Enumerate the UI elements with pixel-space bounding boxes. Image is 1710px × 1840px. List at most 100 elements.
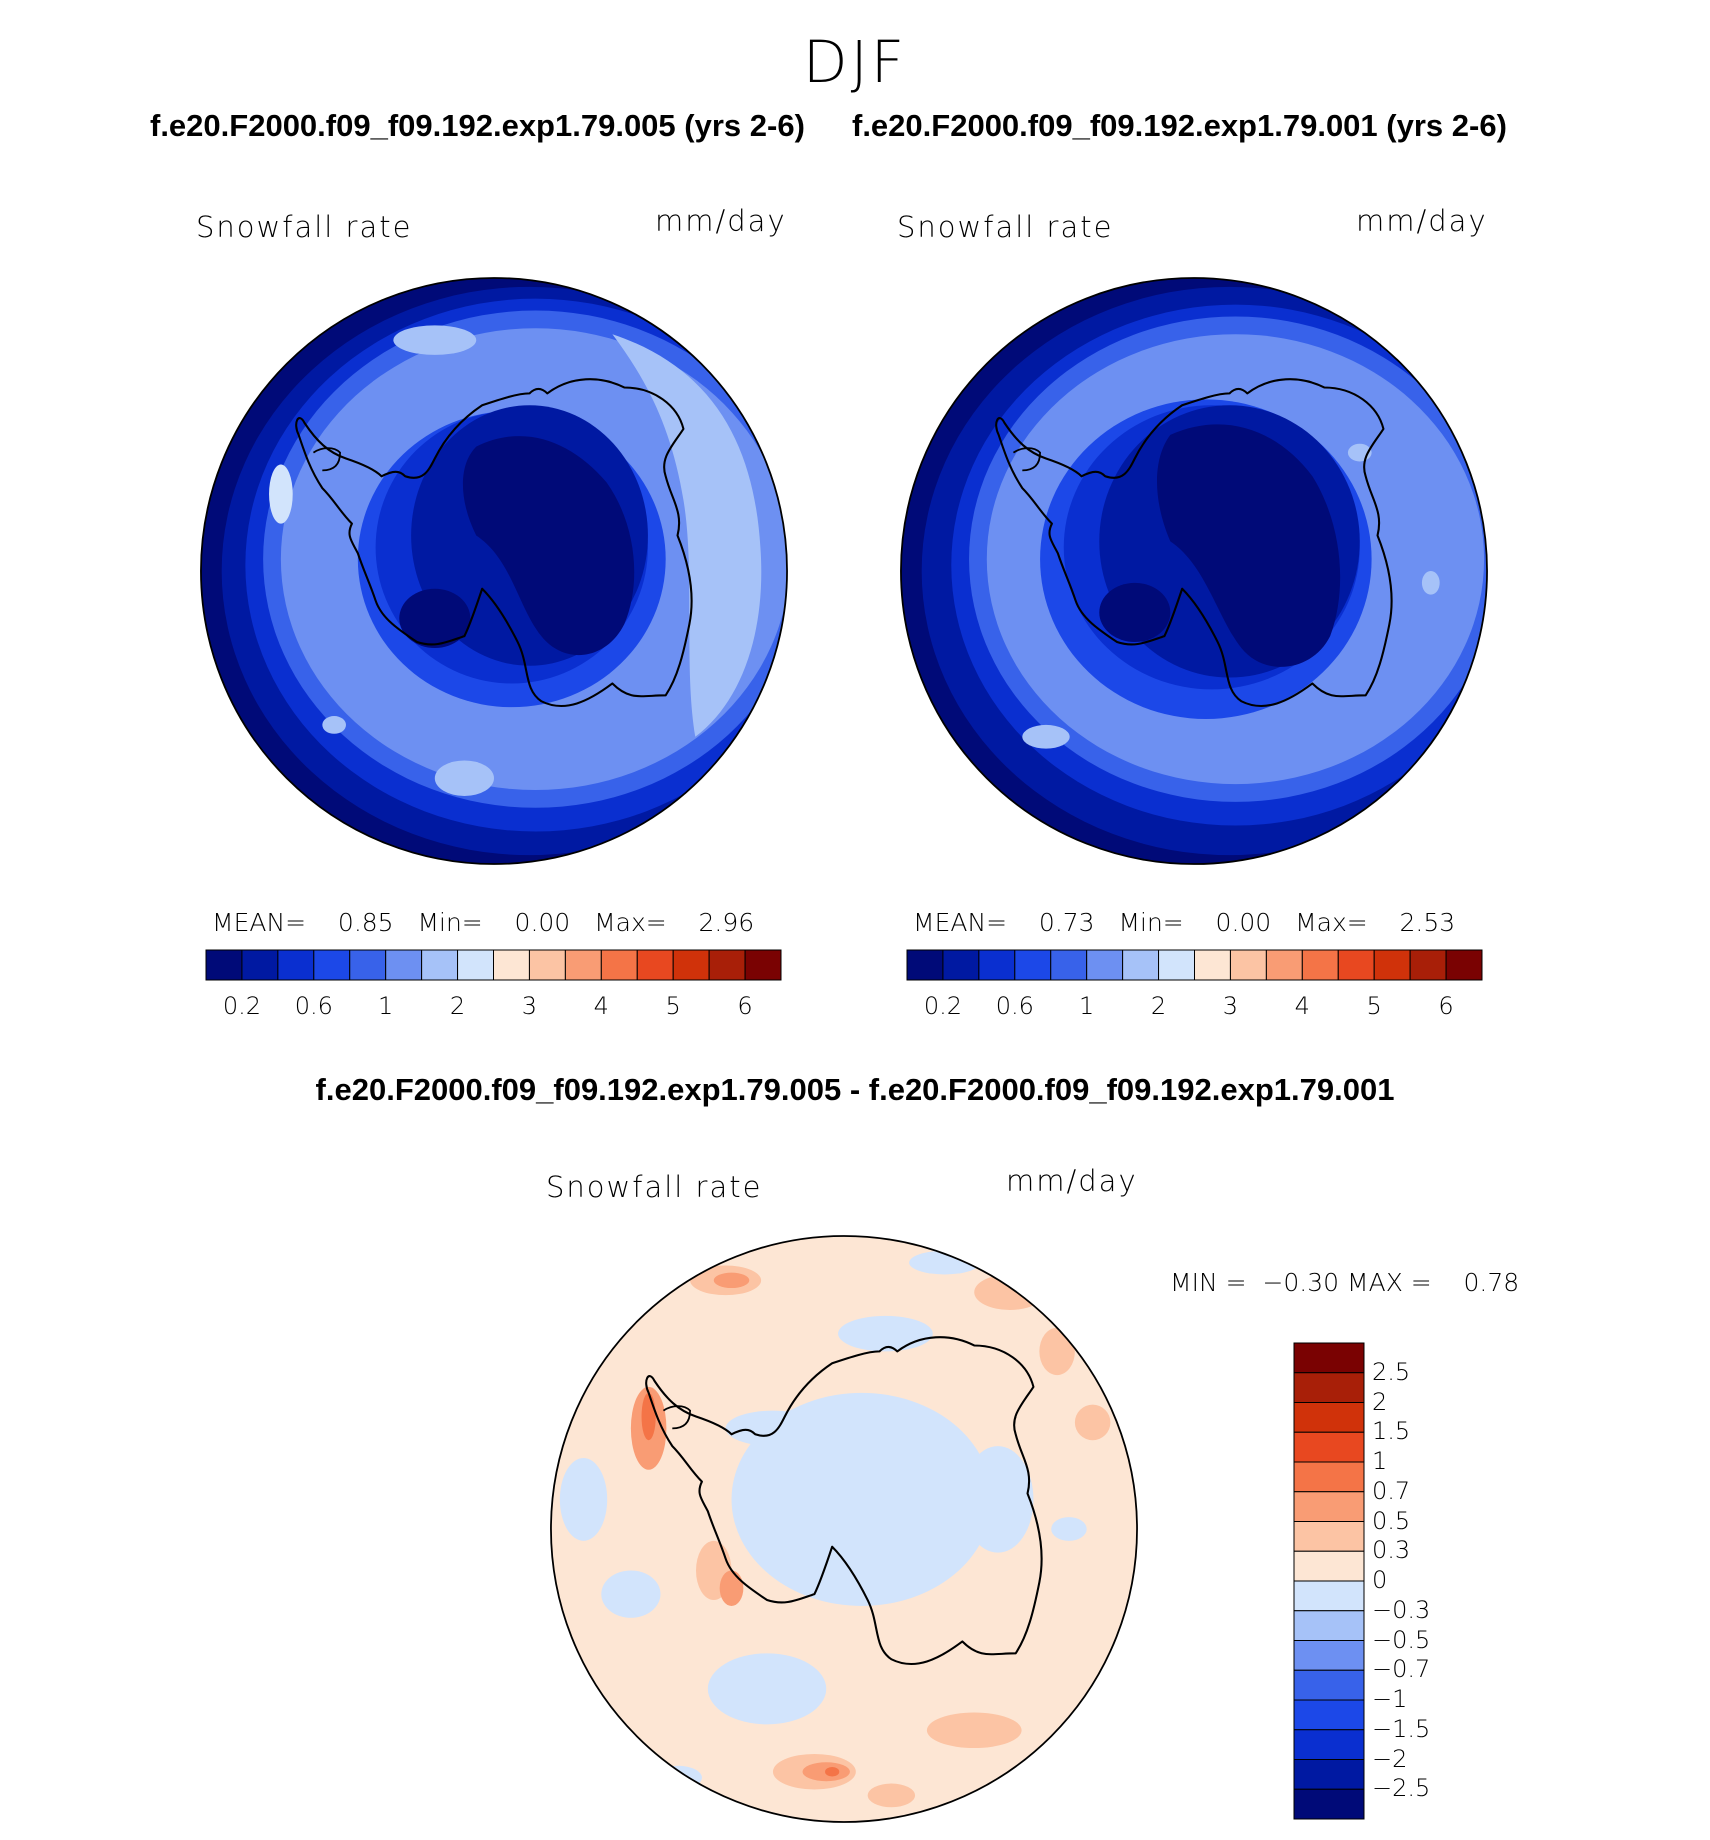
colorbar-swatch xyxy=(349,949,387,981)
colorbar-swatch xyxy=(1265,949,1303,981)
colorbar-swatch xyxy=(1293,1640,1365,1671)
panel1-max-value: 2.96 xyxy=(698,908,755,937)
panel1-min-label: Min= xyxy=(417,908,483,937)
colorbar-tick-label: −1.5 xyxy=(1372,1714,1431,1743)
colorbar-tick-label: 5 xyxy=(665,992,681,1020)
colorbar-tick-label: 0.7 xyxy=(1372,1476,1411,1505)
diff-title: f.e20.F2000.f09_f09.192.exp1.79.005 - f.… xyxy=(315,1072,1395,1107)
colorbar-tick-label: −1 xyxy=(1372,1685,1408,1713)
colorbar-tick-label: 3 xyxy=(1222,992,1239,1020)
colorbar-swatch xyxy=(1293,1521,1365,1552)
colorbar-tick-label: 2 xyxy=(1372,1387,1388,1416)
colorbar-swatch xyxy=(1050,949,1088,981)
colorbar-tick-label: 2 xyxy=(1150,992,1167,1020)
panel3-colorbar xyxy=(1293,1342,1365,1820)
colorbar-swatch xyxy=(1293,1729,1365,1760)
colorbar-swatch xyxy=(1293,1669,1365,1701)
colorbar-swatch xyxy=(205,949,243,981)
panel2-min-label: Min= xyxy=(1118,908,1184,937)
colorbar-swatch xyxy=(1373,949,1411,981)
colorbar-swatch xyxy=(1122,949,1160,981)
colorbar-swatch xyxy=(564,949,602,981)
panel2-max-label: Max= xyxy=(1295,908,1368,937)
colorbar-swatch xyxy=(636,949,674,981)
colorbar-swatch xyxy=(421,949,459,981)
colorbar-swatch xyxy=(1293,1342,1365,1374)
colorbar-tick-label: 4 xyxy=(593,992,609,1020)
colorbar-tick-label: 5 xyxy=(1366,992,1382,1020)
panel3-map xyxy=(550,1235,1138,1823)
panel1-colorbar xyxy=(205,949,782,981)
colorbar-swatch xyxy=(1409,949,1447,981)
colorbar-tick-label: 2 xyxy=(449,992,466,1020)
colorbar-tick-label: 1 xyxy=(1079,992,1095,1020)
season-title: DJF xyxy=(802,28,908,96)
panel2-variable-label: Snowfall rate xyxy=(897,210,1114,244)
colorbar-swatch xyxy=(457,949,494,981)
colorbar-tick-label: 1 xyxy=(378,992,394,1020)
colorbar-swatch xyxy=(1293,1580,1365,1612)
colorbar-tick-label: −0.5 xyxy=(1372,1625,1431,1654)
colorbar-tick-label: 0.2 xyxy=(923,992,963,1020)
colorbar-swatch xyxy=(1445,949,1483,981)
panel1-variable-label: Snowfall rate xyxy=(196,210,413,244)
panel2-colorbar xyxy=(906,949,1483,981)
colorbar-tick-label: 3 xyxy=(521,992,538,1020)
panel1-case-title: f.e20.F2000.f09_f09.192.exp1.79.005 (yrs… xyxy=(150,108,805,143)
colorbar-swatch xyxy=(942,949,980,981)
colorbar-swatch xyxy=(277,949,315,981)
colorbar-swatch xyxy=(1293,1491,1365,1522)
colorbar-swatch xyxy=(1293,1372,1365,1403)
colorbar-tick-label: 0.2 xyxy=(222,992,262,1020)
colorbar-tick-label: −0.3 xyxy=(1372,1595,1431,1624)
colorbar-tick-label: −0.7 xyxy=(1372,1655,1431,1684)
colorbar-swatch xyxy=(1086,949,1124,981)
colorbar-tick-label: 6 xyxy=(1438,992,1454,1020)
colorbar-swatch xyxy=(385,949,423,981)
panel2-stats: MEAN= 0.73 Min= 0.00 Max= 2.53 xyxy=(913,908,1455,937)
colorbar-swatch xyxy=(1293,1759,1365,1790)
panel3-max-value: 0.78 xyxy=(1463,1268,1520,1297)
panel1-mean-value: 0.85 xyxy=(337,908,394,937)
panel3-max-label: MAX = xyxy=(1347,1268,1432,1297)
panel3-variable-label: Snowfall rate xyxy=(546,1170,763,1204)
colorbar-swatch xyxy=(1293,1788,1365,1820)
panel1-mean-label: MEAN= xyxy=(212,908,307,937)
panel2-max-value: 2.53 xyxy=(1399,908,1456,937)
colorbar-tick-label: −2.5 xyxy=(1372,1774,1431,1803)
colorbar-swatch xyxy=(1337,949,1375,981)
colorbar-swatch xyxy=(672,949,710,981)
colorbar-swatch xyxy=(1293,1610,1365,1641)
panel2-mean-label: MEAN= xyxy=(913,908,1008,937)
colorbar-swatch xyxy=(1293,1699,1365,1731)
colorbar-tick-label: 1.5 xyxy=(1372,1417,1411,1446)
colorbar-swatch xyxy=(906,949,944,981)
colorbar-swatch xyxy=(708,949,746,981)
colorbar-swatch xyxy=(1293,1461,1365,1493)
colorbar-swatch xyxy=(978,949,1016,981)
colorbar-swatch xyxy=(1158,949,1195,981)
colorbar-tick-label: −2 xyxy=(1372,1744,1408,1773)
colorbar-tick-label: 1 xyxy=(1372,1447,1388,1475)
colorbar-swatch xyxy=(241,949,279,981)
panel2-mean-value: 0.73 xyxy=(1038,908,1095,937)
panel2-case-title: f.e20.F2000.f09_f09.192.exp1.79.001 (yrs… xyxy=(852,108,1507,143)
colorbar-tick-label: 0.5 xyxy=(1372,1506,1411,1535)
colorbar-tick-label: 4 xyxy=(1294,992,1310,1020)
colorbar-tick-label: 2.5 xyxy=(1372,1357,1411,1386)
colorbar-tick-label: 0.6 xyxy=(995,992,1034,1020)
colorbar-swatch xyxy=(1194,949,1231,981)
colorbar-tick-label: 0 xyxy=(1372,1566,1388,1594)
panel1-stats: MEAN= 0.85 Min= 0.00 Max= 2.96 xyxy=(212,908,754,937)
colorbar-tick-label: 0.6 xyxy=(294,992,333,1020)
colorbar-swatch xyxy=(1229,949,1267,981)
panel3-min-value: −0.30 xyxy=(1262,1268,1340,1297)
colorbar-swatch xyxy=(1301,949,1339,981)
panel3-units-label: mm/day xyxy=(1006,1164,1138,1198)
panel3-min-label: MIN = xyxy=(1170,1268,1247,1297)
panel3-stats: MIN = −0.30 MAX = 0.78 xyxy=(1170,1268,1519,1297)
panel1-max-label: Max= xyxy=(594,908,667,937)
panel1-units-label: mm/day xyxy=(655,204,787,238)
panel1-min-value: 0.00 xyxy=(514,908,571,937)
panel1-map xyxy=(200,277,788,865)
